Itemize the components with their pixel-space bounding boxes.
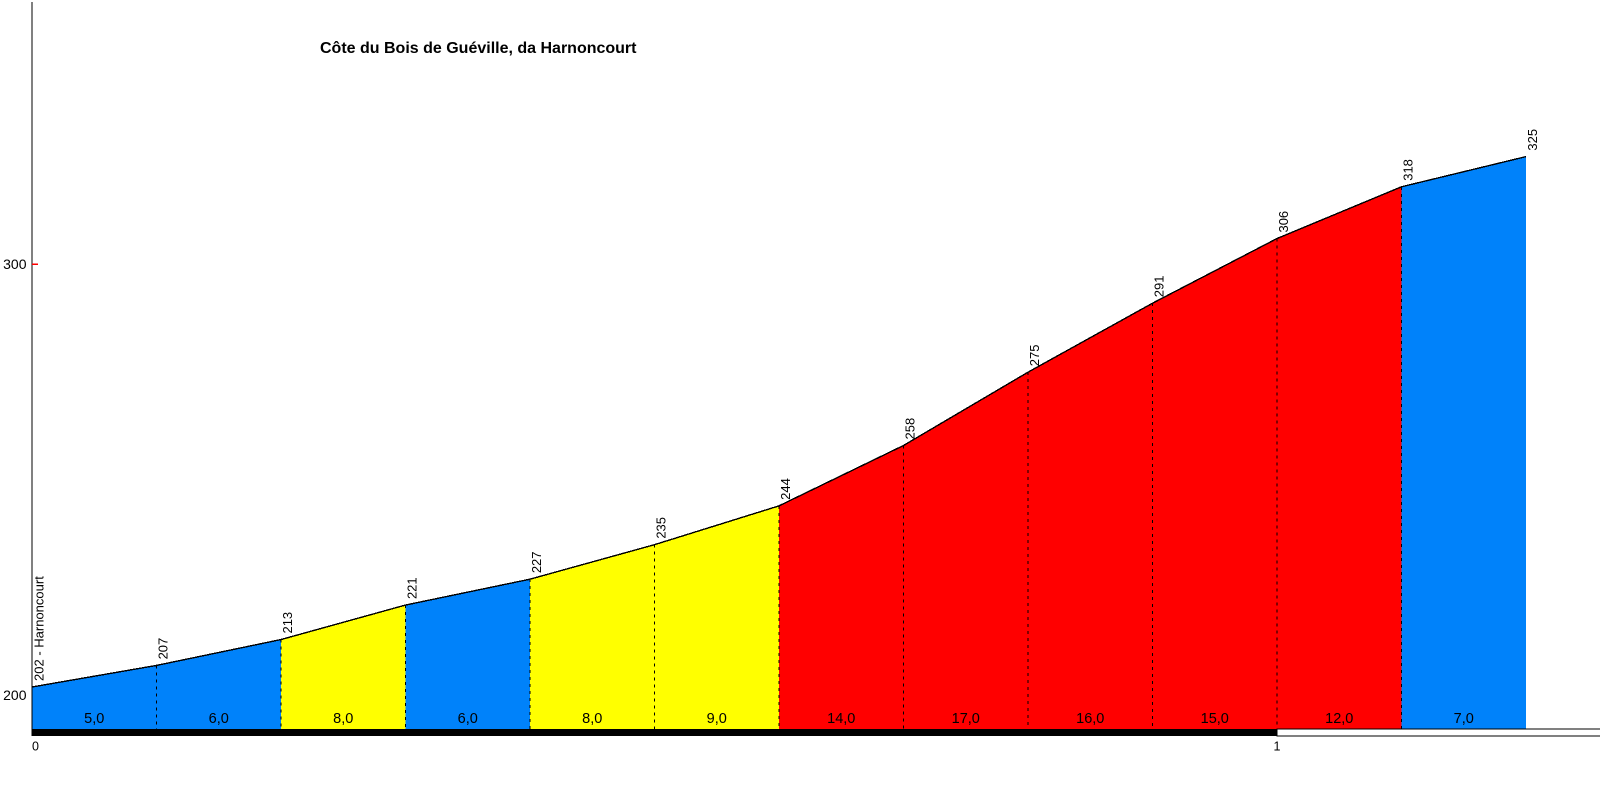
svg-text:5,0: 5,0: [84, 711, 104, 727]
svg-text:300: 300: [3, 256, 27, 272]
svg-text:8,0: 8,0: [333, 711, 353, 727]
svg-text:258: 258: [903, 418, 918, 440]
svg-text:235: 235: [654, 517, 669, 539]
svg-text:8,0: 8,0: [582, 711, 602, 727]
svg-text:244: 244: [778, 478, 793, 500]
svg-text:200: 200: [3, 687, 27, 703]
svg-text:17,0: 17,0: [952, 711, 980, 727]
svg-text:227: 227: [529, 551, 544, 573]
svg-text:16,0: 16,0: [1076, 711, 1104, 727]
svg-text:12,0: 12,0: [1325, 711, 1353, 727]
svg-text:6,0: 6,0: [209, 711, 229, 727]
svg-text:0: 0: [32, 740, 39, 754]
svg-text:325: 325: [1525, 129, 1540, 151]
svg-text:14,0: 14,0: [827, 711, 855, 727]
svg-text:202 - Harnoncourt: 202 - Harnoncourt: [32, 576, 47, 681]
svg-text:291: 291: [1152, 276, 1167, 298]
svg-text:15,0: 15,0: [1201, 711, 1229, 727]
svg-text:275: 275: [1027, 344, 1042, 366]
svg-text:1: 1: [1274, 740, 1281, 754]
svg-text:318: 318: [1401, 159, 1416, 181]
svg-text:7,0: 7,0: [1454, 711, 1474, 727]
svg-text:207: 207: [156, 638, 171, 660]
svg-text:221: 221: [405, 577, 420, 599]
svg-text:306: 306: [1276, 211, 1291, 233]
svg-text:6,0: 6,0: [458, 711, 478, 727]
svg-text:9,0: 9,0: [707, 711, 727, 727]
svg-text:213: 213: [280, 612, 295, 634]
